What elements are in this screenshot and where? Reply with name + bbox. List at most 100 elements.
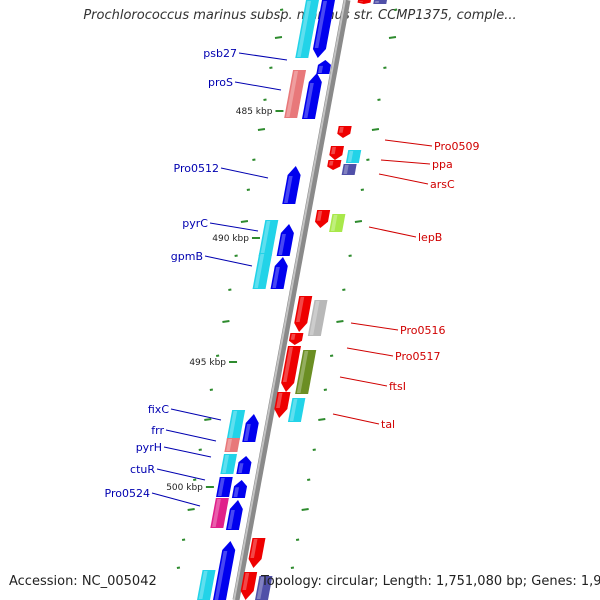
gene-Pro0509[interactable] [336,126,352,138]
gene-bottom-blue[interactable] [212,541,237,600]
gene-ctuR-blue[interactable] [216,477,233,497]
scale-tick [222,320,230,323]
scale-tick [204,418,212,421]
leader-line [220,167,269,179]
gene-label-lepB[interactable]: lepB [418,231,442,244]
gene-bottom-red[interactable] [247,538,266,568]
gene-label-pyrC[interactable]: pyrC [182,217,208,230]
gene-pyrC-blue[interactable] [276,224,296,256]
gene-pyrC-cyan[interactable] [258,220,279,256]
scale-tick [234,254,238,257]
leader-line [209,222,259,232]
scale-tick [215,354,220,357]
gene-lepB-lime[interactable] [329,214,346,232]
gene-tal-red[interactable] [273,392,291,418]
scale-tick [348,254,352,257]
gene-pyrH-blue[interactable] [236,456,252,474]
scale-tick [383,66,387,69]
gene-label-Pro0524[interactable]: Pro0524 [105,487,150,500]
gene-top-cyan[interactable] [295,0,319,58]
gene-label-ctuR[interactable]: ctuR [130,463,155,476]
gene-gpmB-blue[interactable] [270,257,290,289]
gene-ctuR-blue2[interactable] [231,480,248,498]
gene-bottom-red2[interactable] [239,572,258,600]
gene-Pro0517-red[interactable] [288,333,304,345]
gene-fixC-blue[interactable] [242,414,260,442]
gene-Pro0524-magenta[interactable] [210,498,229,528]
gene-label-Pro0516[interactable]: Pro0516 [400,324,445,337]
leader-line [238,52,288,61]
scale-tick [240,220,249,223]
gene-Pro0516-gray[interactable] [307,300,328,336]
scale-tick [198,448,202,451]
topology-text: Topology: circular; Length: 1,751,080 bp… [261,574,600,589]
scale-tick [279,8,284,11]
scale-tick [307,478,311,481]
gene-label-ppa[interactable]: ppa [432,158,453,171]
scale-tick [263,98,267,101]
gene-label-tal[interactable]: tal [381,418,395,431]
scale-label: 495 kbp [189,358,226,368]
scale-tick [176,566,181,569]
gene-ppa-red[interactable] [328,146,344,160]
scale-label: 485 kbp [236,107,273,117]
scale-tick [228,288,232,291]
genome-backbone [232,0,351,600]
gene-label-proS[interactable]: proS [208,76,233,89]
gene-ppa-cyan[interactable] [345,150,362,163]
gene-fixC-cyan[interactable] [226,410,246,440]
scale-tick [301,508,309,511]
scale-tick [252,158,256,161]
leader-line [339,376,388,387]
gene-arsC-red[interactable] [327,160,342,170]
leader-line [170,408,222,421]
scale-tick [388,36,397,39]
gene-top-blue[interactable] [311,0,335,58]
scale-tick [269,66,273,69]
gene-label-psb27[interactable]: psb27 [203,47,237,60]
gene-bottom-navy[interactable] [255,576,273,600]
gene-label-Pro0512[interactable]: Pro0512 [174,162,219,175]
gene-top-red[interactable] [357,0,371,4]
gene-frr-salmon[interactable] [224,438,240,452]
gene-pyrH-cyan[interactable] [220,454,238,474]
gene-lepB-red[interactable] [314,210,331,228]
gene-label-pyrH[interactable]: pyrH [136,441,162,454]
gene-proS-blue[interactable] [301,73,324,119]
leader-line [380,159,431,165]
gene-arsC-navy[interactable] [341,164,357,175]
gene-label-ftsI[interactable]: ftsI [389,380,406,393]
gene-Pro0524-blue[interactable] [225,500,245,530]
gene-gpmB-cyan[interactable] [252,253,273,289]
gene-Pro0512[interactable] [282,166,302,204]
gene-label-fixC[interactable]: fixC [148,403,169,416]
scale-tick [312,448,316,451]
accession-text: Accession: NC_005042 [9,574,157,589]
leader-line [384,139,433,147]
leader-line [234,81,282,91]
gene-label-frr[interactable]: frr [151,424,164,437]
leader-line [156,468,206,481]
gene-ftsI-olive[interactable] [295,350,317,394]
scale-tick [336,320,344,323]
gene-top-navy[interactable] [373,0,387,4]
gene-label-arsC[interactable]: arsC [430,178,455,191]
gene-ftsI-red[interactable] [279,346,301,392]
gene-psb27[interactable] [316,60,332,74]
leader-line [346,347,394,357]
leader-line [350,322,399,331]
gene-bottom-cyan[interactable] [197,570,216,600]
scale-label: 500 kbp [166,483,203,493]
gene-label-Pro0509[interactable]: Pro0509 [434,140,479,153]
gene-label-Pro0517[interactable]: Pro0517 [395,350,440,363]
scale-tick [354,220,363,223]
gene-tal-cyan[interactable] [287,398,306,422]
gene-label-gpmB[interactable]: gpmB [171,250,203,263]
gene-Pro0516-red[interactable] [293,296,313,332]
scale-tick [295,538,300,541]
scale-tick [318,418,326,421]
gene-proS-salmon[interactable] [284,70,307,118]
scale-tick [193,478,197,481]
scale-tick [329,354,334,357]
scale-tick [323,388,328,391]
